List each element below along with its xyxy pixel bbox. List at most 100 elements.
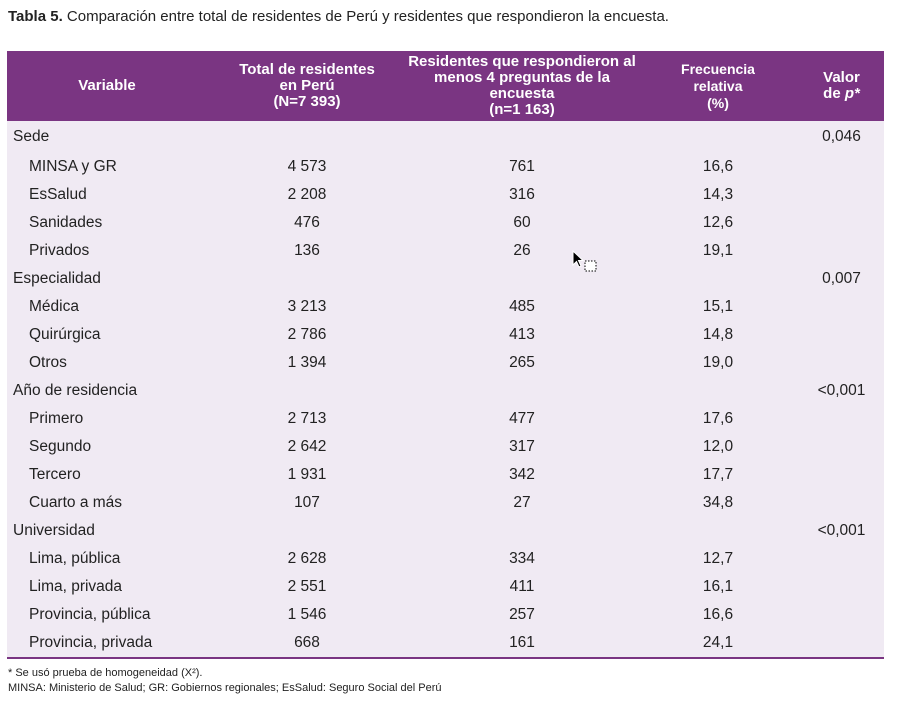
cell-respondents: 334 — [407, 545, 637, 573]
results-table: Variable Total de residentes en Perú (N=… — [7, 51, 884, 659]
cell-relative-frequency: 12,6 — [637, 209, 799, 237]
cell-variable: Universidad — [7, 517, 207, 545]
cell-p-value — [799, 293, 884, 321]
cell-p-value — [799, 573, 884, 601]
table-group-row: Sede 0,046 — [7, 121, 884, 153]
cell-relative-frequency — [637, 377, 799, 405]
cell-respondents: 411 — [407, 573, 637, 601]
cell-total-residents — [207, 121, 407, 153]
table-row: Provincia, pública 1 546 257 16,6 — [7, 601, 884, 629]
cell-respondents: 317 — [407, 433, 637, 461]
table-row: Provincia, privada 668 161 24,1 — [7, 629, 884, 659]
cell-p-value — [799, 489, 884, 517]
cell-total-residents: 2 786 — [207, 321, 407, 349]
cell-variable: Cuarto a más — [7, 489, 207, 517]
cell-p-value: <0,001 — [799, 517, 884, 545]
cell-respondents: 477 — [407, 405, 637, 433]
cell-total-residents: 476 — [207, 209, 407, 237]
table-group-row: Universidad <0,001 — [7, 517, 884, 545]
table-row: Médica 3 213 485 15,1 — [7, 293, 884, 321]
cell-total-residents: 2 628 — [207, 545, 407, 573]
table-row: MINSA y GR 4 573 761 16,6 — [7, 153, 884, 181]
cell-respondents: 316 — [407, 181, 637, 209]
cell-p-value — [799, 545, 884, 573]
cell-relative-frequency: 14,8 — [637, 321, 799, 349]
table-row: Lima, pública 2 628 334 12,7 — [7, 545, 884, 573]
cell-p-value — [799, 461, 884, 489]
table-row: Quirúrgica 2 786 413 14,8 — [7, 321, 884, 349]
cell-p-value — [799, 181, 884, 209]
cell-total-residents: 2 551 — [207, 573, 407, 601]
table-row: Cuarto a más 107 27 34,8 — [7, 489, 884, 517]
header-p-value: Valor de p* — [799, 51, 884, 121]
header-relative-frequency: Frecuencia relativa (%) — [637, 51, 799, 121]
cell-p-value — [799, 237, 884, 265]
cell-respondents: 265 — [407, 349, 637, 377]
cell-variable: Especialidad — [7, 265, 207, 293]
cell-relative-frequency — [637, 517, 799, 545]
cell-total-residents: 3 213 — [207, 293, 407, 321]
cell-variable: Primero — [7, 405, 207, 433]
table-row: Primero 2 713 477 17,6 — [7, 405, 884, 433]
cell-p-value: 0,007 — [799, 265, 884, 293]
cell-respondents: 342 — [407, 461, 637, 489]
cell-respondents — [407, 121, 637, 153]
cell-total-residents: 2 642 — [207, 433, 407, 461]
cell-total-residents: 107 — [207, 489, 407, 517]
cell-relative-frequency: 12,7 — [637, 545, 799, 573]
cell-total-residents: 668 — [207, 629, 407, 659]
cell-variable: Sede — [7, 121, 207, 153]
cell-p-value — [799, 433, 884, 461]
cell-respondents: 257 — [407, 601, 637, 629]
cell-p-value — [799, 209, 884, 237]
mouse-pointer-move-icon — [572, 250, 597, 272]
table-caption-text: Comparación entre total de residentes de… — [62, 8, 669, 25]
cell-relative-frequency: 16,1 — [637, 573, 799, 601]
cell-p-value — [799, 321, 884, 349]
cell-p-value — [799, 601, 884, 629]
cell-p-value — [799, 629, 884, 659]
cell-respondents: 761 — [407, 153, 637, 181]
cell-respondents — [407, 377, 637, 405]
cell-variable: Tercero — [7, 461, 207, 489]
cell-relative-frequency: 12,0 — [637, 433, 799, 461]
cell-relative-frequency: 24,1 — [637, 629, 799, 659]
cell-total-residents — [207, 377, 407, 405]
table-group-row: Especialidad 0,007 — [7, 265, 884, 293]
cell-variable: Privados — [7, 237, 207, 265]
header-variable: Variable — [7, 51, 207, 121]
cell-relative-frequency: 17,6 — [637, 405, 799, 433]
cell-p-value — [799, 349, 884, 377]
cell-relative-frequency: 16,6 — [637, 601, 799, 629]
cell-variable: Quirúrgica — [7, 321, 207, 349]
table-row: Sanidades 476 60 12,6 — [7, 209, 884, 237]
table-row: Tercero 1 931 342 17,7 — [7, 461, 884, 489]
table-group-row: Año de residencia <0,001 — [7, 377, 884, 405]
cell-relative-frequency: 15,1 — [637, 293, 799, 321]
table-caption-label: Tabla 5. — [8, 8, 63, 25]
cell-respondents — [407, 265, 637, 293]
cell-total-residents: 136 — [207, 237, 407, 265]
cell-total-residents: 4 573 — [207, 153, 407, 181]
table-row: Privados 136 26 19,1 — [7, 237, 884, 265]
p-symbol: p* — [844, 85, 860, 102]
cell-variable: MINSA y GR — [7, 153, 207, 181]
cell-relative-frequency: 19,0 — [637, 349, 799, 377]
cell-variable: Segundo — [7, 433, 207, 461]
cell-total-residents: 2 208 — [207, 181, 407, 209]
cell-variable: Lima, pública — [7, 545, 207, 573]
header-total-residents: Total de residentes en Perú (N=7 393) — [207, 51, 407, 121]
cell-relative-frequency: 14,3 — [637, 181, 799, 209]
header-respondents: Residentes que respondieron al menos 4 p… — [407, 51, 637, 121]
results-table-container: Variable Total de residentes en Perú (N=… — [7, 51, 884, 659]
cell-variable: Año de residencia — [7, 377, 207, 405]
table-footnotes: * Se usó prueba de homogeneidad (X²). MI… — [8, 666, 442, 696]
cell-relative-frequency: 17,7 — [637, 461, 799, 489]
footnote-test: * Se usó prueba de homogeneidad (X²). — [8, 667, 203, 679]
cell-respondents: 413 — [407, 321, 637, 349]
cell-variable: Otros — [7, 349, 207, 377]
cell-p-value: <0,001 — [799, 377, 884, 405]
cell-respondents: 161 — [407, 629, 637, 659]
cell-relative-frequency: 34,8 — [637, 489, 799, 517]
table-caption: Tabla 5. Comparación entre total de resi… — [8, 7, 669, 27]
